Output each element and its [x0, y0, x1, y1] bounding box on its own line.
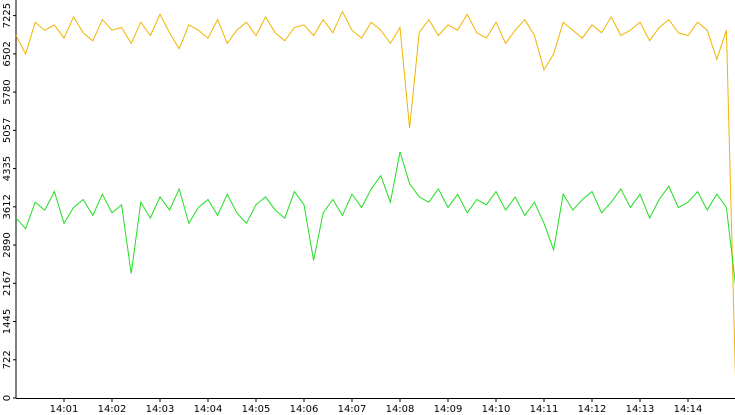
x-tick-label: 14:05	[242, 404, 271, 415]
data-line	[15, 151, 735, 286]
x-tick-label: 14:12	[578, 404, 607, 415]
x-tick-label: 14:08	[386, 404, 415, 415]
x-tick-label: 14:06	[290, 404, 319, 415]
y-tick-label: 5780	[2, 79, 13, 104]
y-tick-label: 0	[2, 395, 13, 401]
x-tick-label: 14:14	[674, 404, 703, 415]
y-tick-label: 5057	[2, 118, 13, 143]
y-tick-label: 4335	[2, 156, 13, 181]
x-tick-label: 14:04	[194, 404, 223, 415]
x-tick-label: 14:01	[50, 404, 79, 415]
x-tick-label: 14:02	[98, 404, 127, 415]
x-tick-label: 14:09	[434, 404, 463, 415]
data-line	[15, 10, 735, 379]
x-tick-label: 14:07	[338, 404, 367, 415]
y-tick-label: 2167	[2, 271, 13, 296]
y-tick-label: 7225	[2, 3, 13, 28]
y-tick-label: 1445	[2, 309, 13, 334]
y-tick-label: 722	[2, 350, 13, 369]
y-tick-label: 6502	[2, 41, 13, 66]
x-tick-label: 14:10	[482, 404, 511, 415]
x-tick-label: 14:03	[146, 404, 175, 415]
x-tick-label: 14:13	[626, 404, 655, 415]
y-tick-label: 3612	[2, 194, 13, 219]
x-tick-label: 14:11	[530, 404, 559, 415]
y-tick-label: 2890	[2, 232, 13, 257]
